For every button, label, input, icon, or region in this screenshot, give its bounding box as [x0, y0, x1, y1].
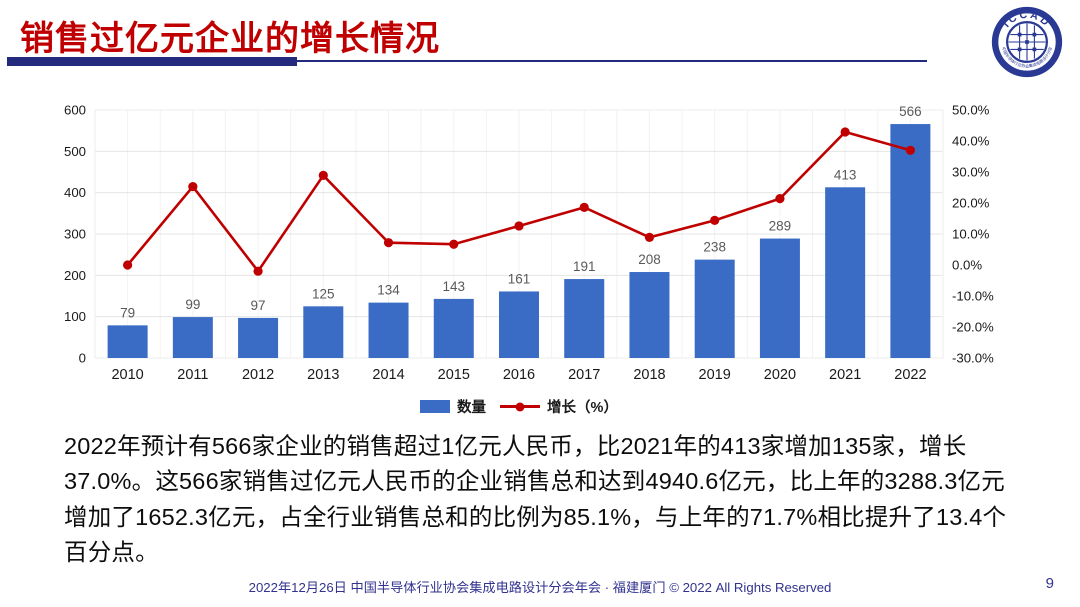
growth-point-2012 — [253, 266, 263, 276]
chart-legend: 数量 增长（%） — [0, 396, 1038, 417]
left-axis-tick: 0 — [79, 351, 86, 366]
x-axis-label-2020: 2020 — [764, 367, 796, 383]
bar-2020 — [759, 238, 800, 358]
growth-point-2017 — [579, 202, 589, 212]
bar-label-2022: 566 — [899, 104, 922, 119]
bar-2011 — [172, 317, 213, 358]
logo-chip-grid-icon — [1008, 23, 1046, 61]
growth-point-2020 — [775, 194, 785, 204]
right-axis-tick: 10.0% — [952, 227, 990, 242]
right-axis-tick: 40.0% — [952, 134, 990, 149]
right-axis-tick: -20.0% — [952, 320, 994, 335]
right-axis-tick: 50.0% — [952, 103, 990, 118]
right-axis-tick: 0.0% — [952, 258, 982, 273]
x-axis-label-2016: 2016 — [503, 367, 535, 383]
x-axis-label-2021: 2021 — [829, 367, 861, 383]
left-axis-tick: 500 — [64, 144, 86, 159]
x-axis-label-2014: 2014 — [372, 367, 404, 383]
x-axis-label-2018: 2018 — [633, 367, 665, 383]
growth-chart: 600 500 400 300 200 100 0 50.0% 40.0% 30.0% 20.0% 1… — [0, 93, 1080, 393]
bar-2012 — [238, 317, 279, 358]
growth-point-2013 — [318, 170, 328, 181]
growth-point-2018 — [644, 232, 655, 243]
bar-2017 — [564, 279, 605, 358]
legend-label-quantity: 数量 — [457, 400, 487, 416]
page-number: 9 — [1045, 575, 1054, 592]
x-axis-label-2012: 2012 — [242, 367, 274, 383]
bar-label-2010: 79 — [120, 305, 135, 320]
legend-line-marker-icon — [500, 402, 541, 411]
bar-2022 — [890, 124, 931, 358]
bar-2016 — [499, 291, 539, 358]
bar-2021 — [825, 187, 866, 358]
bar-label-2020: 289 — [769, 219, 792, 234]
growth-point-2014 — [383, 238, 394, 248]
x-axis-label-2022: 2022 — [894, 367, 926, 383]
x-axis-label-2015: 2015 — [438, 367, 470, 383]
legend-item-quantity: 数量 — [420, 396, 486, 417]
bar-2018 — [629, 272, 670, 358]
left-axis-tick: 200 — [64, 268, 86, 283]
footer-credits: 2022年12月26日 中国半导体行业协会集成电路设计分会年会 · 福建厦门 ©… — [248, 580, 832, 595]
title-underline-thick — [7, 57, 297, 66]
bar-label-2017: 191 — [573, 259, 596, 274]
bar-2015 — [433, 298, 474, 358]
bar-2014 — [368, 302, 409, 358]
bar-label-2011: 99 — [185, 297, 200, 312]
bar-label-2021: 413 — [834, 167, 857, 182]
left-axis-tick: 100 — [64, 309, 86, 324]
legend-dot-icon — [515, 402, 525, 411]
right-axis-tick: -10.0% — [952, 289, 994, 304]
right-axis-tick: -30.0% — [952, 351, 994, 366]
bar-2019 — [694, 259, 735, 358]
chart-canvas: 600 500 400 300 200 100 0 50.0% 40.0% 30.0% 20.0% 1… — [64, 103, 994, 384]
left-axis-tick: 400 — [64, 185, 86, 200]
bar-2013 — [303, 306, 344, 358]
bar-label-2014: 134 — [377, 283, 400, 298]
left-axis-tick: 600 — [64, 103, 86, 118]
x-axis-label-2019: 2019 — [699, 367, 731, 383]
summary-paragraph: 2022年预计有566家企业的销售超过1亿元人民币，比2021年的413家增加1… — [64, 433, 1007, 565]
growth-point-2022 — [905, 145, 915, 155]
x-axis-label-2011: 2011 — [177, 367, 208, 383]
bar-label-2015: 143 — [443, 279, 466, 294]
right-axis-tick: 30.0% — [952, 165, 990, 180]
growth-point-2016 — [514, 221, 524, 231]
growth-point-2021 — [840, 127, 850, 137]
bar-label-2012: 97 — [251, 298, 266, 313]
legend-bar-swatch-icon — [420, 400, 451, 413]
left-axis-tick: 300 — [64, 227, 86, 242]
growth-point-2010 — [123, 260, 133, 270]
x-axis-label-2010: 2010 — [111, 367, 143, 383]
iccad-logo: ICCAD 中国半导体行业协会集成电路设计分会 — [991, 6, 1063, 78]
growth-point-2019 — [710, 215, 720, 225]
page-title: 销售过亿元企业的增长情况 — [20, 20, 440, 58]
legend-label-growth: 增长（%） — [547, 400, 618, 416]
title-underline-thin — [297, 60, 927, 62]
bar-label-2016: 161 — [508, 271, 531, 286]
bar-label-2013: 125 — [312, 286, 335, 301]
bar-label-2019: 238 — [703, 240, 726, 255]
growth-point-2011 — [188, 181, 198, 192]
legend-item-growth: 增长（%） — [500, 396, 618, 417]
bar-2010 — [107, 325, 148, 358]
x-axis-label-2013: 2013 — [307, 367, 339, 383]
bar-label-2018: 208 — [638, 252, 661, 267]
x-axis-label-2017: 2017 — [568, 367, 600, 383]
right-axis-tick: 20.0% — [952, 196, 990, 211]
growth-point-2015 — [449, 239, 459, 249]
